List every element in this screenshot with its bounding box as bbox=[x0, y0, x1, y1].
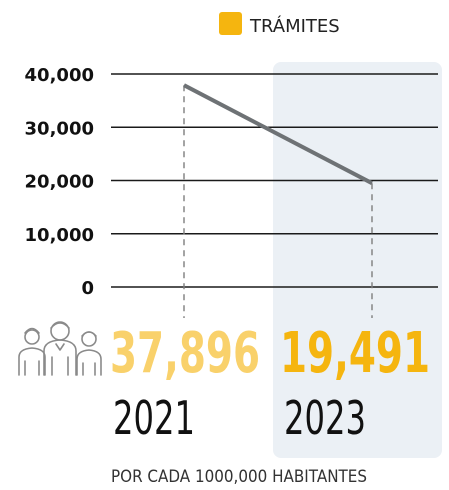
x-label-2023: 2023 bbox=[284, 391, 366, 445]
footnote: POR CADA 1000,000 HABITANTES bbox=[111, 467, 367, 487]
x-label-2021: 2021 bbox=[113, 391, 195, 445]
y-tick-label: 0 bbox=[81, 278, 94, 299]
y-axis-ticks: 40,000 30,000 20,000 10,000 0 bbox=[25, 65, 94, 299]
people-group-icon bbox=[18, 321, 102, 376]
y-tick-label: 40,000 bbox=[25, 65, 94, 86]
legend-swatch bbox=[219, 12, 242, 35]
y-tick-label: 30,000 bbox=[25, 118, 94, 139]
series-line bbox=[183, 83, 373, 185]
droplines bbox=[183, 85, 373, 318]
data-label-2023: 19,491 bbox=[280, 321, 430, 386]
y-tick-label: 10,000 bbox=[25, 225, 94, 246]
series-line-tramites bbox=[183, 83, 373, 185]
y-tick-label: 20,000 bbox=[25, 172, 94, 193]
legend-label: TRÁMITES bbox=[249, 15, 340, 37]
data-label-2021: 37,896 bbox=[110, 321, 260, 386]
highlight-panel-2023 bbox=[273, 62, 442, 458]
gridlines bbox=[111, 73, 438, 288]
